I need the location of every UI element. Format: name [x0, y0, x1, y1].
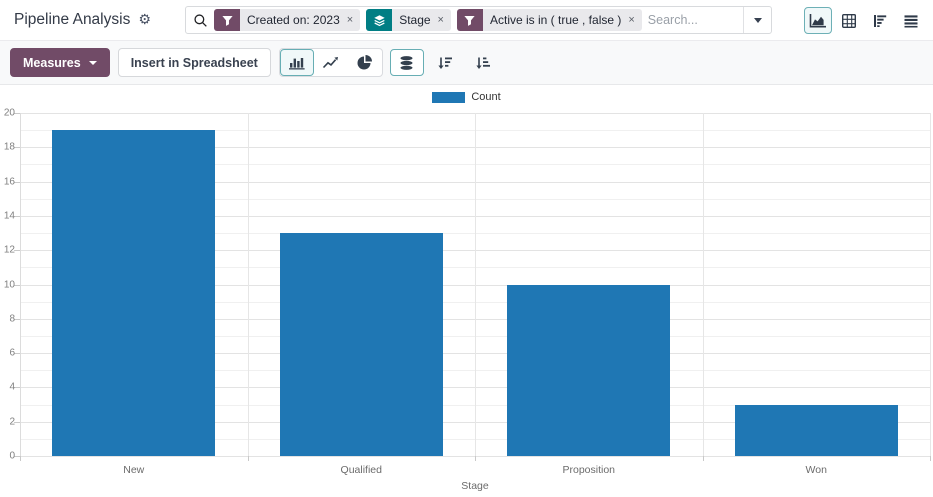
facet-remove-icon[interactable]: ×	[346, 14, 354, 26]
cohort-view-icon	[874, 14, 887, 27]
x-category-label: Won	[805, 464, 827, 476]
legend-swatch	[432, 91, 466, 103]
chart-bar-new[interactable]	[52, 130, 216, 456]
view-switcher-list[interactable]	[897, 7, 925, 34]
x-category-label: Qualified	[340, 464, 382, 476]
view-switcher-pivot[interactable]	[835, 7, 863, 34]
chart-legend[interactable]: Count	[0, 91, 933, 103]
chart-type-group	[278, 48, 383, 77]
x-axis-tick	[930, 456, 931, 461]
gridline-vertical	[930, 113, 931, 456]
pivot-view-icon	[842, 13, 857, 28]
y-axis-label: 10	[3, 279, 15, 290]
x-axis-tick	[702, 456, 704, 461]
chart-bar-won[interactable]	[734, 404, 898, 456]
y-axis-tick	[14, 181, 20, 183]
legend-label: Count	[471, 91, 501, 103]
search-facet-created-on[interactable]: Created on: 2023 ×	[214, 9, 361, 31]
search-icon	[194, 13, 207, 27]
sort-descending-icon	[438, 57, 452, 69]
measures-button[interactable]: Measures	[10, 48, 110, 77]
graph-toolbar: Measures Insert in Spreadsheet	[0, 41, 933, 85]
facet-label: Active is in ( true , false )	[489, 13, 622, 27]
graph-view-icon	[809, 13, 826, 27]
y-axis-label: 14	[3, 210, 15, 222]
y-axis-label: 8	[9, 313, 15, 325]
pie-chart-button[interactable]	[348, 49, 382, 76]
view-switcher	[804, 7, 925, 34]
control-panel: Pipeline Analysis ⚙ Created on: 2023 ×	[0, 0, 933, 41]
y-axis-tick	[14, 318, 20, 320]
list-view-icon	[904, 14, 918, 27]
gridline-vertical	[20, 113, 21, 456]
sort-descending-button[interactable]	[428, 49, 462, 76]
stacked-icon	[400, 55, 413, 70]
chart-bar-proposition[interactable]	[507, 284, 671, 456]
y-axis-label: 6	[9, 347, 15, 359]
x-category-label: Proposition	[562, 464, 616, 476]
x-axis-title: Stage	[461, 480, 489, 492]
y-axis-label: 18	[3, 141, 15, 153]
chevron-down-icon	[753, 17, 762, 23]
search-options-toggle[interactable]	[743, 7, 771, 33]
search-input[interactable]	[647, 7, 743, 33]
y-axis-tick	[14, 421, 20, 423]
y-axis-label: 4	[9, 381, 15, 393]
facet-remove-icon[interactable]: ×	[437, 14, 444, 26]
filter-funnel-icon	[214, 9, 240, 31]
y-axis-tick	[14, 284, 20, 286]
insert-in-spreadsheet-button[interactable]: Insert in Spreadsheet	[117, 48, 271, 77]
gear-icon[interactable]: ⚙	[138, 12, 151, 28]
view-switcher-graph[interactable]	[804, 7, 832, 34]
group-by-layers-icon	[366, 9, 393, 31]
filter-funnel-icon	[456, 9, 483, 31]
y-axis-tick	[14, 353, 20, 355]
insert-label: Insert in Spreadsheet	[130, 55, 258, 70]
page-title: Pipeline Analysis	[14, 11, 131, 28]
sort-ascending-icon	[476, 57, 490, 69]
chevron-down-icon	[88, 60, 97, 65]
facet-remove-icon[interactable]: ×	[628, 14, 635, 26]
search-bar[interactable]: Created on: 2023 × Stage × Act	[185, 6, 772, 34]
y-axis-label: 12	[3, 244, 15, 256]
search-facet-active[interactable]: Active is in ( true , false ) ×	[456, 9, 642, 31]
facet-label: Stage	[399, 13, 431, 27]
gridline-vertical	[247, 113, 249, 456]
facet-label: Created on: 2023	[247, 13, 340, 27]
y-axis-label: 2	[9, 416, 15, 428]
x-axis-tick	[475, 456, 476, 461]
breadcrumb: Pipeline Analysis ⚙	[14, 0, 151, 40]
x-axis-tick	[20, 456, 21, 461]
bar-chart-button[interactable]	[279, 49, 314, 76]
chart-bar-qualified[interactable]	[279, 233, 443, 456]
gridline-vertical	[702, 113, 704, 456]
stacked-button[interactable]	[389, 49, 424, 76]
measures-label: Measures	[23, 55, 81, 70]
y-axis-tick	[14, 387, 20, 389]
y-axis-label: 16	[3, 176, 15, 188]
y-axis-tick	[14, 456, 20, 457]
gridline-vertical	[475, 113, 476, 456]
pie-chart-icon	[357, 55, 373, 70]
y-axis-tick	[14, 215, 20, 217]
y-axis-tick	[14, 250, 20, 252]
bar-chart-icon	[288, 57, 305, 69]
line-chart-button[interactable]	[314, 49, 348, 76]
sort-ascending-button[interactable]	[466, 49, 500, 76]
view-switcher-cohort[interactable]	[866, 7, 894, 34]
line-chart-icon	[323, 56, 339, 68]
y-axis-tick	[14, 113, 20, 114]
x-category-label: New	[123, 464, 145, 476]
y-axis-label: 0	[9, 450, 15, 462]
y-axis-tick	[14, 147, 20, 149]
bar-chart: Count 0 2 4 6 8 10 12 14 16 18 20 New Qualified Propo…	[0, 85, 933, 497]
y-axis-label: 20	[3, 107, 15, 119]
x-axis-tick	[247, 456, 249, 461]
search-facet-stage[interactable]: Stage ×	[366, 9, 451, 31]
